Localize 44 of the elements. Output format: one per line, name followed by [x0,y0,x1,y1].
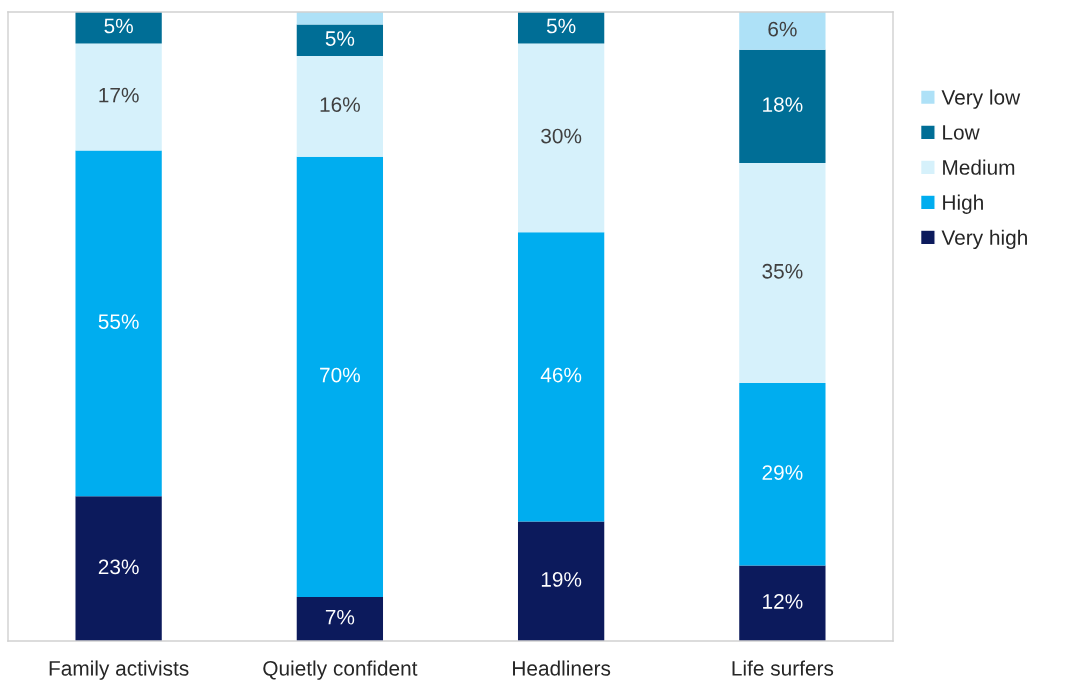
x-tick-label: Quietly confident [263,660,418,680]
bar [75,496,162,641]
bar [517,521,605,641]
data-label: 16% [320,97,360,112]
bar [296,56,384,157]
bar [739,565,826,641]
legend-label: Medium [943,159,1015,175]
bar [739,49,826,163]
legend-label: Very high [941,229,1027,250]
data-label: 18% [763,97,803,112]
bar [75,12,162,44]
data-label: 5% [546,18,576,34]
bar [75,43,162,151]
x-tick-label: Life surfers [732,660,834,676]
legend-label: High [943,194,983,215]
legend-label: Low [943,125,980,140]
data-label: 5% [104,18,133,34]
bar [75,150,162,497]
bar [296,24,384,57]
bar [517,12,605,44]
data-label: 70% [320,367,360,383]
data-label: 35% [762,263,803,279]
x-tick-label: Family activists [49,660,189,680]
bar [296,12,384,25]
x-tick-label: Headliners [513,660,611,676]
data-label: 29% [762,465,803,480]
data-label: 30% [541,128,582,144]
data-label: 7% [325,609,355,625]
bar [517,232,605,522]
data-label: 55% [98,314,139,329]
data-label: 19% [541,572,582,587]
data-label: 23% [98,559,139,575]
bar [739,383,826,566]
data-label: 17% [99,87,139,103]
legend-label: Very low [941,89,1021,109]
bar [739,162,826,384]
bar [739,12,826,50]
data-label: 5% [325,31,355,46]
data-label: 12% [763,594,803,609]
data-label: 6% [768,21,797,37]
bar [517,43,605,233]
data-label: 46% [540,367,582,383]
bar [296,596,384,641]
bar [296,156,384,597]
